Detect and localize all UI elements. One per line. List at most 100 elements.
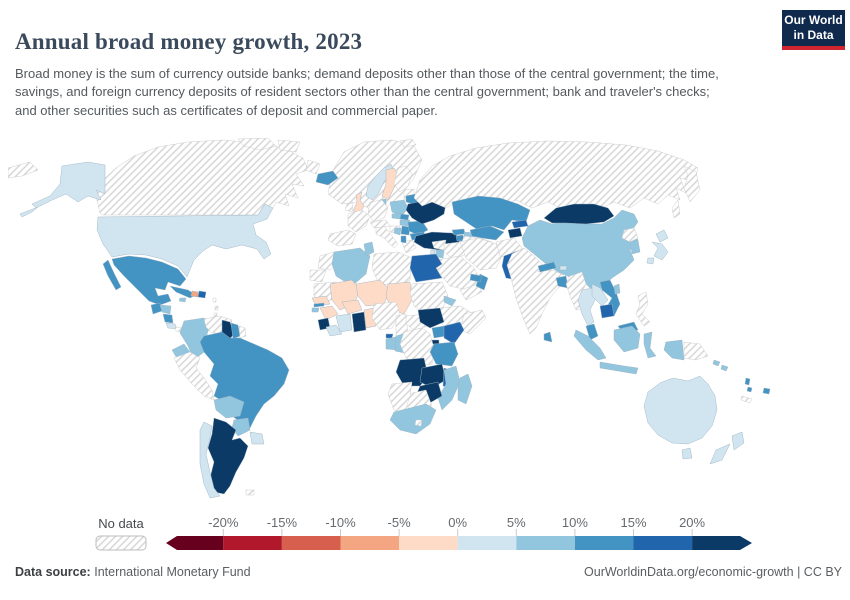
country-south-sudan[interactable] [417, 307, 445, 329]
country-greece[interactable] [401, 239, 417, 254]
country-indonesia-papua[interactable] [663, 339, 685, 361]
country-albania[interactable] [400, 235, 407, 244]
country-vanuatu[interactable] [744, 377, 753, 393]
owid-link[interactable]: OurWorldinData.org/economic-growth [584, 565, 794, 579]
country-paraguay[interactable] [231, 417, 251, 437]
legend-no-data-swatch[interactable] [95, 535, 147, 551]
country-poland[interactable] [389, 199, 409, 217]
country-tanzania[interactable] [429, 341, 459, 367]
country-brazil[interactable] [199, 331, 290, 434]
country-fiji[interactable] [762, 387, 771, 395]
country-algeria[interactable] [331, 247, 371, 287]
country-russia-kamchatka[interactable] [683, 165, 701, 203]
country-slovakia[interactable] [399, 213, 410, 221]
country-suriname[interactable] [230, 322, 241, 340]
country-tajikistan[interactable] [507, 227, 523, 239]
country-ghana[interactable] [351, 311, 367, 333]
country-gambia[interactable] [313, 302, 325, 308]
legend-segment[interactable] [692, 536, 752, 550]
country-spain[interactable] [327, 229, 357, 247]
country-usa-aleutians[interactable] [19, 206, 39, 218]
country-bosnia[interactable] [393, 227, 402, 236]
country-south-korea[interactable] [629, 239, 641, 255]
country-new-caledonia[interactable] [740, 395, 753, 404]
country-germany[interactable] [367, 199, 389, 223]
country-france[interactable] [347, 209, 371, 233]
country-nepal[interactable] [537, 261, 557, 273]
country-czechia[interactable] [391, 212, 402, 220]
license-label[interactable]: CC BY [803, 565, 842, 579]
country-svalbard[interactable] [399, 138, 417, 148]
country-indonesia-sulawesi[interactable] [643, 331, 657, 359]
country-bhutan[interactable] [559, 265, 568, 271]
country-kenya[interactable] [443, 321, 465, 345]
country-nigeria[interactable] [371, 301, 401, 331]
country-falkland-islands[interactable] [245, 489, 255, 496]
country-indonesia-java[interactable] [599, 361, 639, 375]
country-iceland[interactable] [315, 170, 339, 186]
country-tunisia[interactable] [363, 241, 375, 257]
country-russia-sakhalin[interactable] [671, 199, 681, 219]
country-solomon-islands[interactable] [712, 359, 729, 372]
legend-segment[interactable] [281, 536, 341, 550]
country-ivory-coast[interactable] [335, 313, 353, 333]
legend-segment[interactable] [633, 536, 693, 550]
country-uae[interactable] [469, 273, 483, 283]
country-laos[interactable] [591, 283, 609, 307]
country-equatorial-guinea[interactable] [385, 333, 394, 339]
country-chile[interactable] [199, 421, 221, 499]
country-peru[interactable] [173, 351, 215, 401]
country-yemen[interactable] [459, 283, 483, 301]
country-austria-switzerland[interactable] [369, 219, 391, 229]
country-guinea-bissau[interactable] [311, 307, 320, 313]
country-hungary[interactable] [399, 219, 411, 227]
country-malaysia[interactable] [585, 323, 599, 341]
country-australia-tasmania[interactable] [681, 447, 693, 460]
country-canada-arctic-2[interactable] [277, 139, 301, 153]
country-indonesia-sumatra[interactable] [573, 329, 607, 361]
country-sweden[interactable] [381, 167, 399, 201]
country-lesser-antilles[interactable] [212, 297, 219, 318]
country-zambia[interactable] [419, 363, 447, 389]
country-mongolia[interactable] [543, 203, 615, 225]
country-united-kingdom[interactable] [352, 191, 365, 214]
country-indonesia-kalimantan[interactable] [613, 325, 641, 353]
country-cambodia[interactable] [599, 303, 615, 319]
country-honduras[interactable] [159, 304, 172, 315]
country-liberia[interactable] [325, 324, 343, 337]
country-mozambique[interactable] [437, 365, 461, 411]
country-russia[interactable] [413, 140, 699, 211]
country-italy[interactable] [375, 225, 399, 249]
owid-logo[interactable]: Our World in Data [782, 10, 845, 50]
country-egypt[interactable] [409, 253, 443, 283]
country-bolivia[interactable] [213, 395, 245, 419]
country-serbia[interactable] [400, 225, 411, 236]
country-uruguay[interactable] [249, 431, 265, 445]
country-lesotho[interactable] [414, 419, 423, 427]
legend-segment[interactable] [516, 536, 575, 550]
country-georgia[interactable] [451, 228, 466, 236]
legend-segment[interactable] [574, 536, 634, 550]
country-western-sahara[interactable] [309, 269, 327, 283]
country-senegal[interactable] [311, 295, 331, 307]
country-russia-wrap[interactable] [7, 161, 39, 179]
country-guatemala[interactable] [150, 302, 163, 315]
country-nicaragua[interactable] [162, 313, 174, 324]
legend-segment[interactable] [457, 536, 517, 550]
country-canada[interactable] [95, 139, 309, 216]
country-japan-hokkaido[interactable] [655, 229, 669, 243]
country-new-zealand-south[interactable] [709, 443, 731, 465]
legend-segment[interactable] [399, 536, 458, 550]
country-australia[interactable] [643, 375, 718, 445]
legend-segment[interactable] [340, 536, 400, 550]
country-iran[interactable] [459, 237, 503, 271]
country-french-guiana[interactable] [238, 325, 247, 339]
country-guinea[interactable] [319, 305, 339, 321]
country-madagascar[interactable] [457, 373, 473, 405]
country-new-zealand-north[interactable] [731, 431, 745, 451]
legend-segment[interactable] [166, 536, 224, 550]
country-philippines[interactable] [635, 291, 651, 327]
country-taiwan[interactable] [613, 283, 621, 295]
country-argentina[interactable] [207, 417, 249, 495]
country-kazakhstan[interactable] [451, 195, 531, 231]
